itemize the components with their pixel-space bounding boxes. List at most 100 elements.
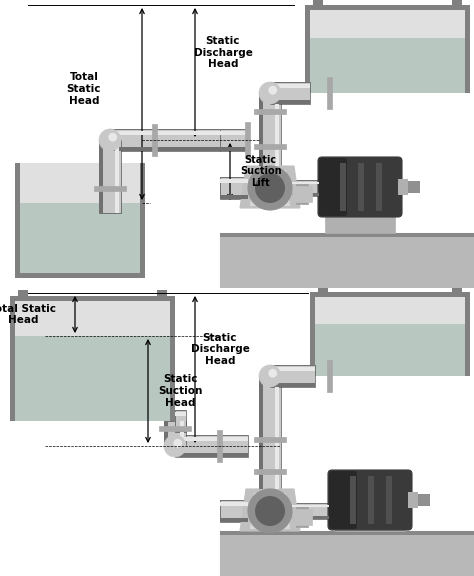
Bar [99,140,103,213]
Bar [340,163,346,211]
Bar [220,500,248,522]
Bar [408,494,430,506]
Bar [220,177,248,199]
Bar [305,5,470,10]
Bar [10,296,175,301]
FancyBboxPatch shape [329,471,357,529]
Bar [452,286,462,294]
Bar [220,502,248,506]
Bar [220,177,248,199]
Bar [313,0,323,7]
Bar [358,163,364,211]
Bar [292,181,322,184]
Bar [270,383,315,387]
Bar [164,421,168,446]
Bar [275,93,279,166]
Bar [270,367,315,371]
Polygon shape [250,493,290,529]
Bar [452,0,462,7]
Bar [220,518,248,522]
Bar [220,531,474,576]
Bar [328,77,332,109]
Bar [157,290,167,298]
Bar [159,426,191,430]
Bar [164,421,186,446]
Bar [259,376,281,489]
Bar [305,5,310,93]
Bar [292,180,322,196]
Bar [270,82,310,104]
Bar [175,410,186,432]
Bar [220,531,474,535]
Circle shape [259,365,281,387]
Bar [408,492,418,508]
Bar [175,453,248,457]
Circle shape [248,166,292,210]
Bar [153,124,157,156]
Bar [292,516,332,519]
Bar [328,360,332,392]
FancyBboxPatch shape [318,157,402,217]
Circle shape [259,82,281,104]
Circle shape [255,496,285,526]
Bar [465,5,470,93]
Bar [310,324,470,376]
Bar [292,186,312,202]
Bar [296,184,308,204]
Bar [305,38,470,93]
Bar [220,195,248,199]
Bar [15,203,145,278]
Bar [15,163,145,278]
Bar [310,292,315,376]
Circle shape [164,435,186,457]
Bar [270,365,315,387]
Bar [10,296,15,421]
Bar [220,147,248,151]
Bar [350,476,356,524]
Bar [259,93,281,166]
Bar [254,468,286,473]
Bar [99,140,121,213]
Bar [220,233,474,288]
Bar [270,82,310,104]
Bar [115,140,119,213]
Circle shape [268,86,277,94]
Bar [270,100,310,104]
Bar [110,147,220,151]
Bar [259,376,281,489]
Bar [310,292,470,376]
Bar [292,503,332,519]
Text: Total
Static
Head: Total Static Head [67,73,101,105]
Circle shape [99,129,121,151]
Bar [296,507,308,527]
Bar [318,286,328,294]
Bar [254,108,286,113]
Bar [220,233,474,237]
Bar [175,410,186,432]
Bar [259,376,263,489]
Bar [292,509,312,525]
Circle shape [109,133,117,142]
Bar [270,84,310,88]
Bar [218,430,222,462]
Bar [398,179,408,195]
Circle shape [255,173,285,203]
Bar [292,503,332,519]
Bar [15,273,145,278]
Text: Static
Suction
Lift: Static Suction Lift [240,155,282,188]
Bar [175,437,248,441]
Polygon shape [240,489,300,531]
Bar [175,428,186,432]
Bar [270,365,315,387]
Bar [259,93,263,166]
Text: Static
Discharge
Head: Static Discharge Head [191,333,249,366]
Bar [94,185,126,191]
Bar [325,213,395,233]
Bar [335,523,405,531]
Bar [254,143,286,149]
Bar [220,129,248,151]
Bar [99,140,121,213]
FancyBboxPatch shape [328,470,412,530]
Text: Total Static
Head: Total Static Head [0,304,56,325]
Bar [170,296,175,421]
